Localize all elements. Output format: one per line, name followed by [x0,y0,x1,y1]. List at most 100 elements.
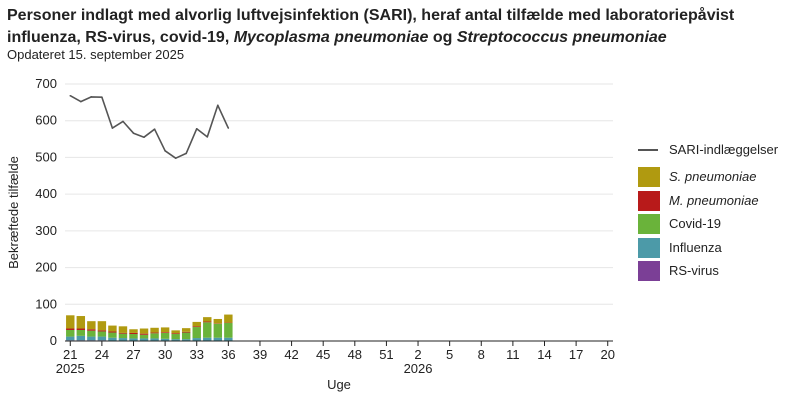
y-tick-label: 500 [35,149,57,164]
bar-m-pneumoniae [118,332,128,334]
bar-covid-19 [118,333,128,339]
bar-s-pneumoniae [129,329,138,333]
bar-m-pneumoniae [203,321,212,323]
bar-s-pneumoniae [150,327,159,333]
sari-point [69,94,72,97]
legend-label: RS-virus [669,263,719,278]
legend-item-m-pneumoniae: M. pneumoniae [638,190,798,211]
legend-item-influenza: Influenza [638,237,798,258]
x-axis-title: Uge [327,377,351,392]
x-tick-label: 11 [506,347,520,362]
x-tick-label: 5 [446,347,453,362]
sari-point [206,136,209,138]
sari-line-series [69,94,230,159]
bar-s-pneumoniae [87,321,96,330]
x-tick-label: 48 [348,347,362,362]
bar-covid-19 [160,332,170,339]
y-tick-label: 700 [35,76,57,91]
y-tick-label: 200 [35,260,57,275]
bar-covid-19 [181,332,191,340]
x-tick-label: 21 [63,347,77,362]
bar-influenza [192,338,201,341]
x-tick-label: 30 [158,347,172,362]
bar-influenza [97,336,107,341]
legend-item-covid-19: Covid-19 [638,214,798,234]
title-text-og: og [428,29,457,46]
bar-influenza [213,337,223,341]
bar-covid-19 [97,331,107,337]
x-tick-label: 14 [537,347,551,362]
y-tick-label: 600 [35,113,57,128]
grid-lines [65,83,613,305]
sari-point [217,104,219,107]
sari-point [227,127,230,129]
bar-covid-19 [108,332,117,338]
y-tick-label: 400 [35,186,57,201]
x-tick-label: 24 [95,347,109,362]
sari-point [80,100,82,103]
title-text-1: Personer indlagt med alvorlig luftvejsin… [7,7,735,46]
sari-point [111,127,114,129]
bar-m-pneumoniae [160,332,170,333]
bar-m-pneumoniae [76,328,86,330]
bar-influenza [139,338,149,341]
legend-label: S. pneumoniae [669,169,757,184]
y-tick-label: 0 [50,333,57,348]
legend-label: Influenza [669,239,722,255]
y-axis-title: Bekræftede tilfælde [6,156,21,269]
bar-s-pneumoniae [97,321,107,331]
bar-s-pneumoniae [203,317,212,322]
sari-point [101,96,103,99]
x-tick-label: 2 [414,347,421,362]
bar-m-pneumoniae [139,333,149,335]
sari-point [185,152,187,155]
legend-line-swatch [638,149,658,151]
bar-s-pneumoniae [76,316,86,329]
legend-item-rs-virus: RS-virus [638,261,798,281]
bar-covid-19 [139,334,149,339]
x-tick-label: 33 [189,347,203,362]
bar-covid-19 [87,330,96,337]
bar-covid-19 [129,334,138,339]
sari-point [153,128,156,130]
bar-influenza [224,337,233,341]
sari-point [164,150,166,152]
legend-color-swatch [638,214,660,234]
bar-s-pneumoniae [139,328,149,334]
bar-m-pneumoniae [66,328,75,330]
bar-s-pneumoniae [66,315,75,329]
x-tick-label: 51 [379,347,393,362]
bar-m-pneumoniae [171,333,180,335]
x-tick-label: 39 [253,347,267,362]
bar-m-pneumoniae [97,330,107,332]
bar-influenza [118,338,128,341]
bar-influenza [150,338,159,341]
legend-color-swatch [638,167,660,187]
legend-color-swatch [638,237,660,258]
y-tick-label: 100 [35,296,57,311]
bar-influenza [66,336,75,341]
bar-s-pneumoniae [224,314,233,323]
bar-influenza [87,336,96,341]
sari-point [195,127,198,130]
bar-m-pneumoniae [87,329,96,331]
bar-s-pneumoniae [181,328,191,332]
bar-influenza [129,338,138,341]
x-tick-label: 17 [569,347,583,362]
bar-s-pneumoniae [108,325,117,332]
stacked-bars [66,314,233,341]
x-tick-label: 42 [284,347,298,362]
legend-color-swatch [638,261,660,281]
bar-covid-19 [150,333,159,339]
sari-point [132,132,135,134]
legend-item-sari: SARI-indlæggelser [638,140,798,160]
bar-s-pneumoniae [192,321,201,327]
bar-influenza [171,339,180,341]
bar-covid-19 [76,329,86,336]
bar-s-pneumoniae [171,330,180,334]
bar-influenza [76,335,86,341]
title-text-mycoplasma: Mycoplasma pneumoniae [233,29,429,46]
legend-color-swatch [638,190,660,211]
x-tick-label: 27 [126,347,140,362]
